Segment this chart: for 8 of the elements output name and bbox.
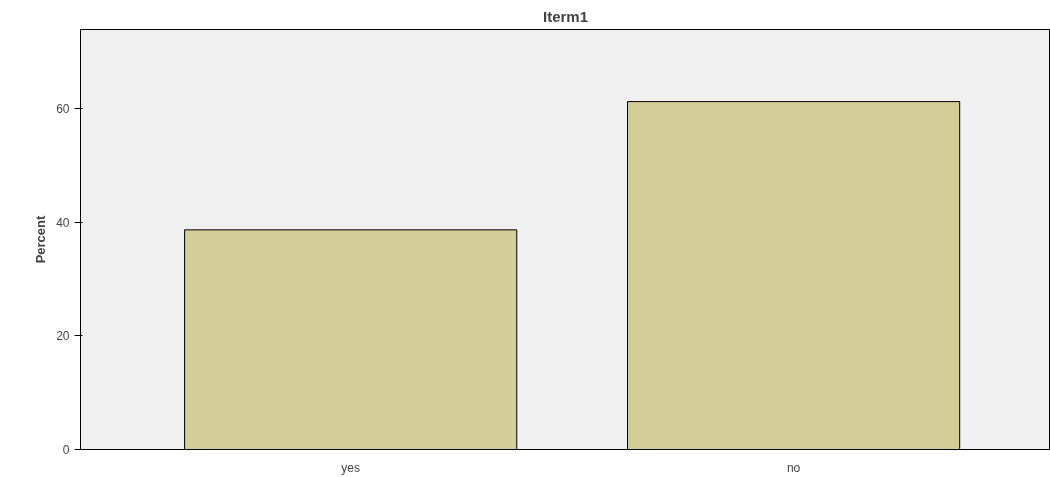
- x-tick-label: yes: [341, 460, 361, 475]
- y-tick-label: 0: [62, 443, 70, 457]
- y-axis-title: Percent: [33, 214, 49, 264]
- x-tick-label: no: [786, 460, 801, 475]
- y-tick-label: 40: [56, 215, 70, 230]
- y-tick-label: 20: [56, 329, 70, 344]
- y-tick-label: 60: [56, 102, 70, 117]
- chart-title: Iterm1: [542, 7, 589, 25]
